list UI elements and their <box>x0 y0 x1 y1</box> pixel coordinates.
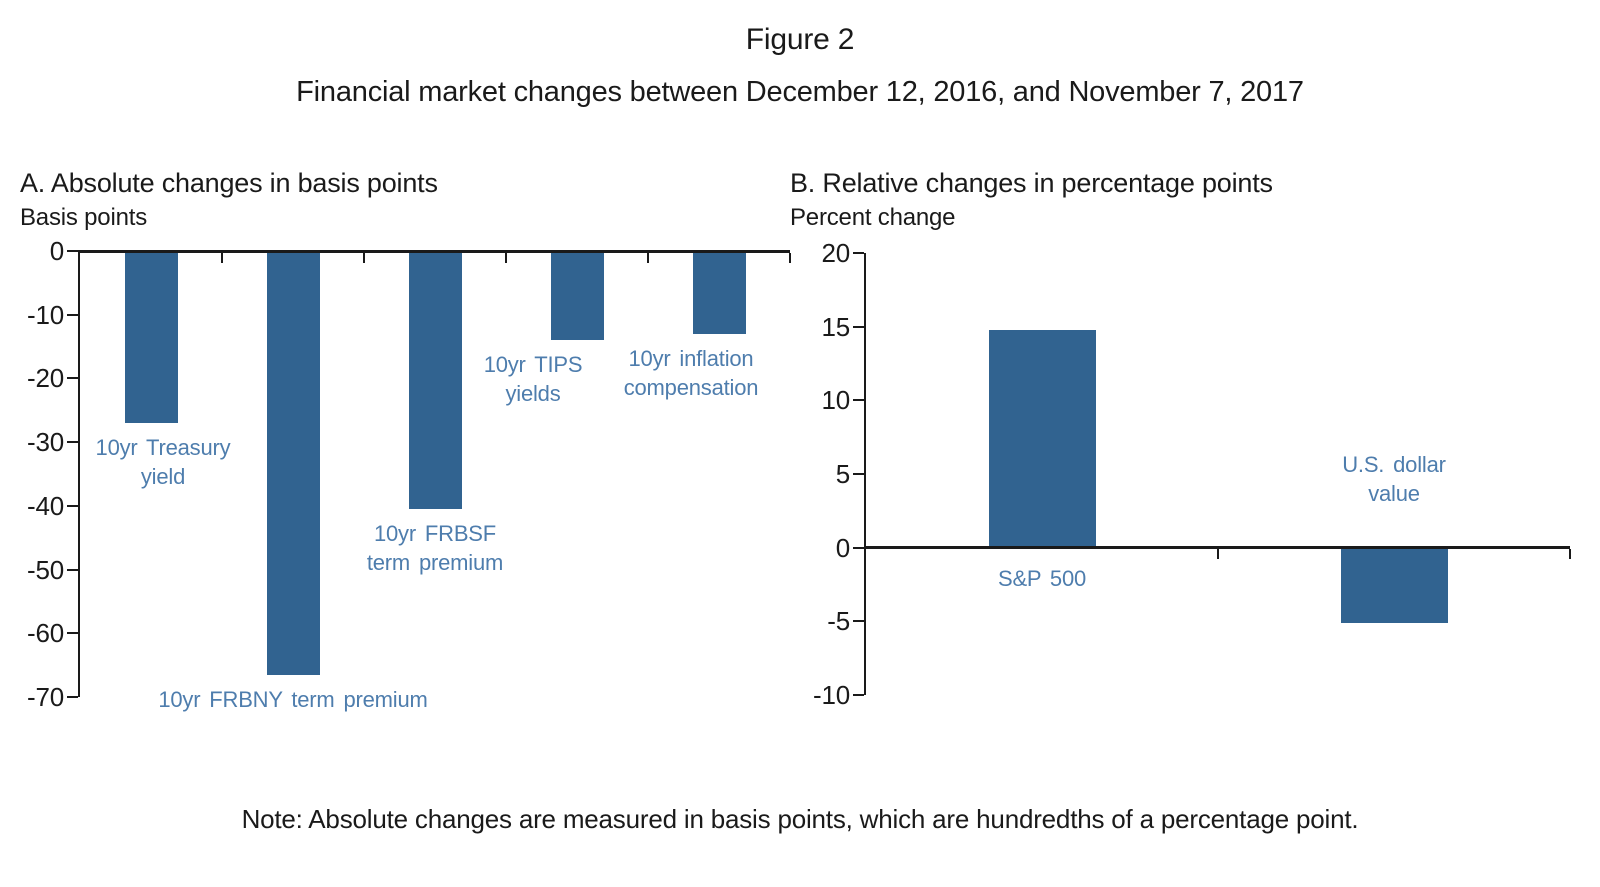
y-axis-spine <box>78 251 80 697</box>
y-tick <box>853 620 864 623</box>
bar <box>266 252 320 675</box>
bar-label: 10yr TIPS yields <box>373 350 693 408</box>
y-tick <box>67 377 78 380</box>
y-tick <box>853 694 864 696</box>
y-tick <box>67 441 78 444</box>
y-tick-label: -10 <box>813 680 850 710</box>
y-tick <box>853 399 864 402</box>
bar-label: 10yr inflation compensation <box>531 344 851 402</box>
y-tick-label: 0 <box>49 236 64 266</box>
y-tick <box>853 546 864 549</box>
bar-label: U.S. dollar value <box>1234 450 1554 508</box>
bar-label: 10yr FRBSF term premium <box>275 519 595 577</box>
y-tick-label: 0 <box>835 532 850 563</box>
y-tick <box>67 250 78 252</box>
y-tick-label: -50 <box>27 554 64 585</box>
y-tick-label: 5 <box>835 459 850 489</box>
bar-label-line: value <box>1368 480 1420 506</box>
y-tick-label: 20 <box>821 238 850 268</box>
bar-label-line: 10yr Treasury <box>95 435 231 461</box>
bar-label-line: 10yr FRBNY term premium <box>158 686 428 712</box>
x-tick <box>1217 549 1219 560</box>
panel-a-y-axis-unit: Basis points <box>20 204 147 231</box>
y-tick-label: -70 <box>27 682 64 712</box>
panel-b-y-axis-unit: Percent change <box>790 204 956 231</box>
bar-label-line: yields <box>505 381 561 407</box>
y-tick <box>67 568 78 571</box>
y-tick <box>67 632 78 635</box>
x-tick <box>363 252 365 263</box>
y-tick-label: -30 <box>27 427 64 458</box>
bar <box>124 252 178 424</box>
y-tick-label: 10 <box>821 385 850 416</box>
bar <box>692 252 746 334</box>
bar-label-line: S&P 500 <box>997 565 1087 591</box>
bar-label-line: term premium <box>366 550 504 576</box>
y-tick-label: -40 <box>27 490 64 521</box>
y-tick <box>853 325 864 328</box>
bar-label-line: 10yr TIPS <box>483 352 583 378</box>
y-tick-label: 15 <box>821 311 850 342</box>
figure-title: Figure 2 <box>745 23 855 56</box>
bar-label-line: 10yr FRBSF <box>373 521 497 547</box>
panel-a-title: A. Absolute changes in basis points <box>20 168 438 198</box>
bar <box>408 252 462 510</box>
bar-label: 10yr FRBNY term premium <box>133 685 453 714</box>
y-tick-label: -20 <box>27 363 64 394</box>
y-tick-label: -60 <box>27 618 64 649</box>
y-tick <box>67 696 78 698</box>
y-tick <box>853 473 864 475</box>
x-tick <box>647 252 649 263</box>
x-tick <box>221 252 223 263</box>
bar-label-line: U.S. dollar <box>1342 451 1446 477</box>
y-tick <box>67 504 78 507</box>
y-axis-spine <box>864 253 866 695</box>
y-tick-label: -5 <box>827 606 850 637</box>
figure-subtitle: Financial market changes between Decembe… <box>296 76 1304 108</box>
bar-label-line: yield <box>140 464 186 490</box>
x-tick <box>505 252 507 263</box>
y-tick <box>67 313 78 316</box>
x-axis-zero-line <box>78 249 790 253</box>
bar-label: 10yr Treasury yield <box>3 433 323 491</box>
panel-b-title: B. Relative changes in percentage points <box>790 168 1273 198</box>
bar <box>1340 549 1448 623</box>
y-tick <box>853 252 864 254</box>
x-tick <box>789 252 791 263</box>
bar-label: S&P 500 <box>882 564 1202 593</box>
bar <box>550 252 604 341</box>
bar <box>988 329 1096 547</box>
figure-note: Note: Absolute changes are measured in b… <box>241 804 1359 834</box>
y-tick-label: -10 <box>27 299 64 330</box>
bar-label-line: 10yr inflation <box>628 345 754 371</box>
x-axis-zero-line <box>864 546 1570 550</box>
x-tick <box>1569 549 1571 560</box>
bar-label-line: compensation <box>623 374 759 400</box>
